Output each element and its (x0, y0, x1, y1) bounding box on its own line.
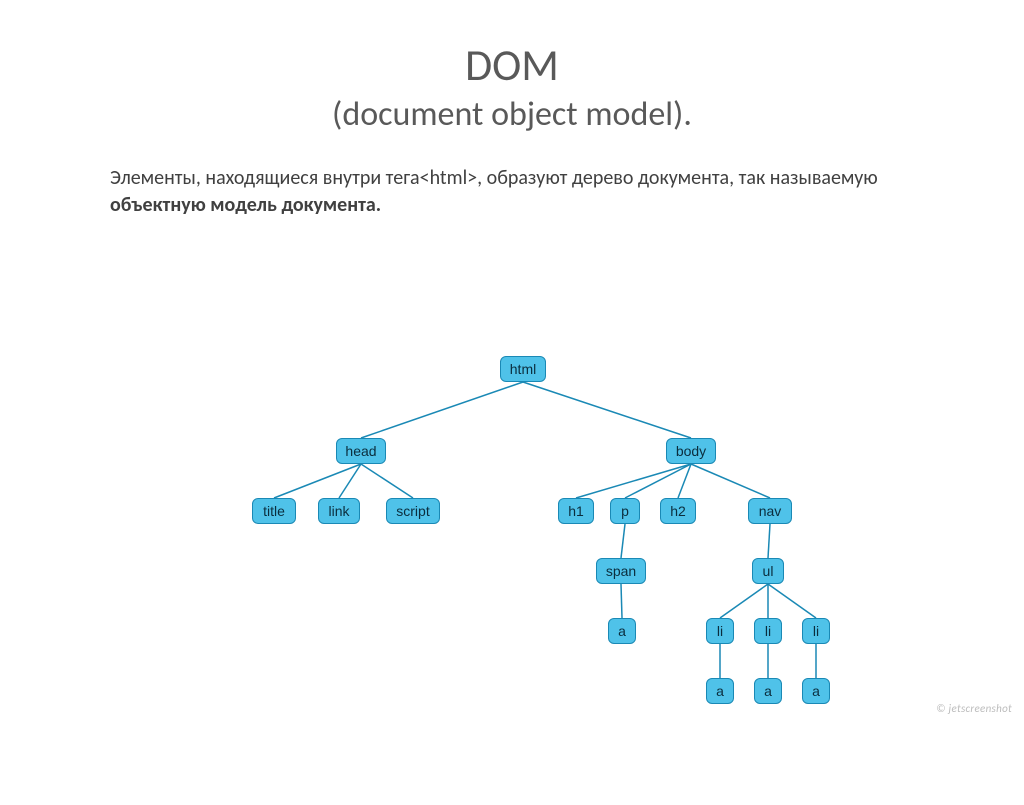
tree-edge (678, 464, 691, 498)
tree-node-a1: a (608, 618, 636, 644)
watermark-text: © jetscreenshot (936, 702, 1012, 715)
tree-node-ul: ul (752, 558, 784, 584)
tree-edge (523, 382, 691, 438)
tree-edge (361, 464, 413, 498)
tree-edge (691, 464, 770, 498)
tree-edge (274, 464, 361, 498)
tree-edge (768, 584, 816, 618)
tree-node-li3: li (802, 618, 830, 644)
tree-node-nav: nav (748, 498, 792, 524)
tree-edge (576, 464, 691, 498)
tree-node-h1: h1 (558, 498, 594, 524)
tree-node-link: link (318, 498, 360, 524)
tree-node-a2: a (706, 678, 734, 704)
tree-node-script: script (386, 498, 440, 524)
tree-edges (0, 38, 1024, 805)
tree-edge (768, 524, 770, 558)
dom-tree-diagram: html head body title link script h1 p h2 nav span u… (0, 38, 1024, 805)
tree-node-p: p (610, 498, 640, 524)
tree-node-a3: a (754, 678, 782, 704)
tree-node-head: head (336, 438, 386, 464)
tree-node-a4: a (802, 678, 830, 704)
tree-edge (720, 584, 768, 618)
tree-edge (625, 464, 691, 498)
tree-node-h2: h2 (660, 498, 696, 524)
tree-edge (621, 584, 622, 618)
tree-edge (361, 382, 523, 438)
tree-edge (621, 524, 625, 558)
tree-node-li1: li (706, 618, 734, 644)
tree-node-html: html (500, 356, 546, 382)
tree-edge (339, 464, 361, 498)
tree-node-body: body (666, 438, 716, 464)
tree-node-title: title (252, 498, 296, 524)
tree-node-span: span (596, 558, 646, 584)
tree-node-li2: li (754, 618, 782, 644)
